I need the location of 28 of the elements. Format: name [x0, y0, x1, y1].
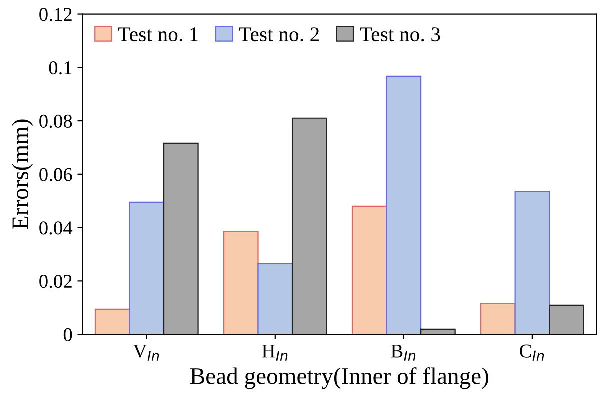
bar [480, 303, 516, 335]
y-tick-label: 0 [64, 328, 72, 342]
x-tick-label: C$_{In}$ [520, 344, 544, 361]
bar [549, 304, 584, 335]
y-tick-label: 0.12 [40, 8, 72, 22]
y-tick-label: 0.02 [40, 274, 72, 288]
y-tick-label: 0.1 [49, 61, 72, 75]
bar [386, 76, 422, 335]
bar [129, 202, 165, 335]
y-tick-label: 0.04 [40, 222, 73, 235]
bar [292, 118, 328, 335]
x-tick-label: V$_{In}$ [133, 344, 160, 361]
x-tick-label: B$_{In}$ [391, 344, 416, 361]
x-tick-label: H$_{In}$ [262, 344, 288, 361]
y-tick-label: 0.08 [40, 114, 72, 128]
bar [258, 263, 294, 335]
bar [94, 308, 130, 335]
y-tick-label: 0.06 [40, 168, 72, 182]
legend-label: Test no. 1 [118, 28, 198, 42]
legend-label: Test no. 2 [239, 28, 320, 42]
bar [163, 142, 199, 335]
x-axis-title: Bead geometry(Inner of flange) [190, 367, 488, 390]
bar [514, 190, 550, 335]
y-axis-title: Errors(mm) [12, 120, 34, 230]
bar [352, 206, 388, 335]
bar [223, 230, 259, 335]
legend-label: Test no. 3 [360, 28, 440, 42]
bar [420, 328, 456, 335]
